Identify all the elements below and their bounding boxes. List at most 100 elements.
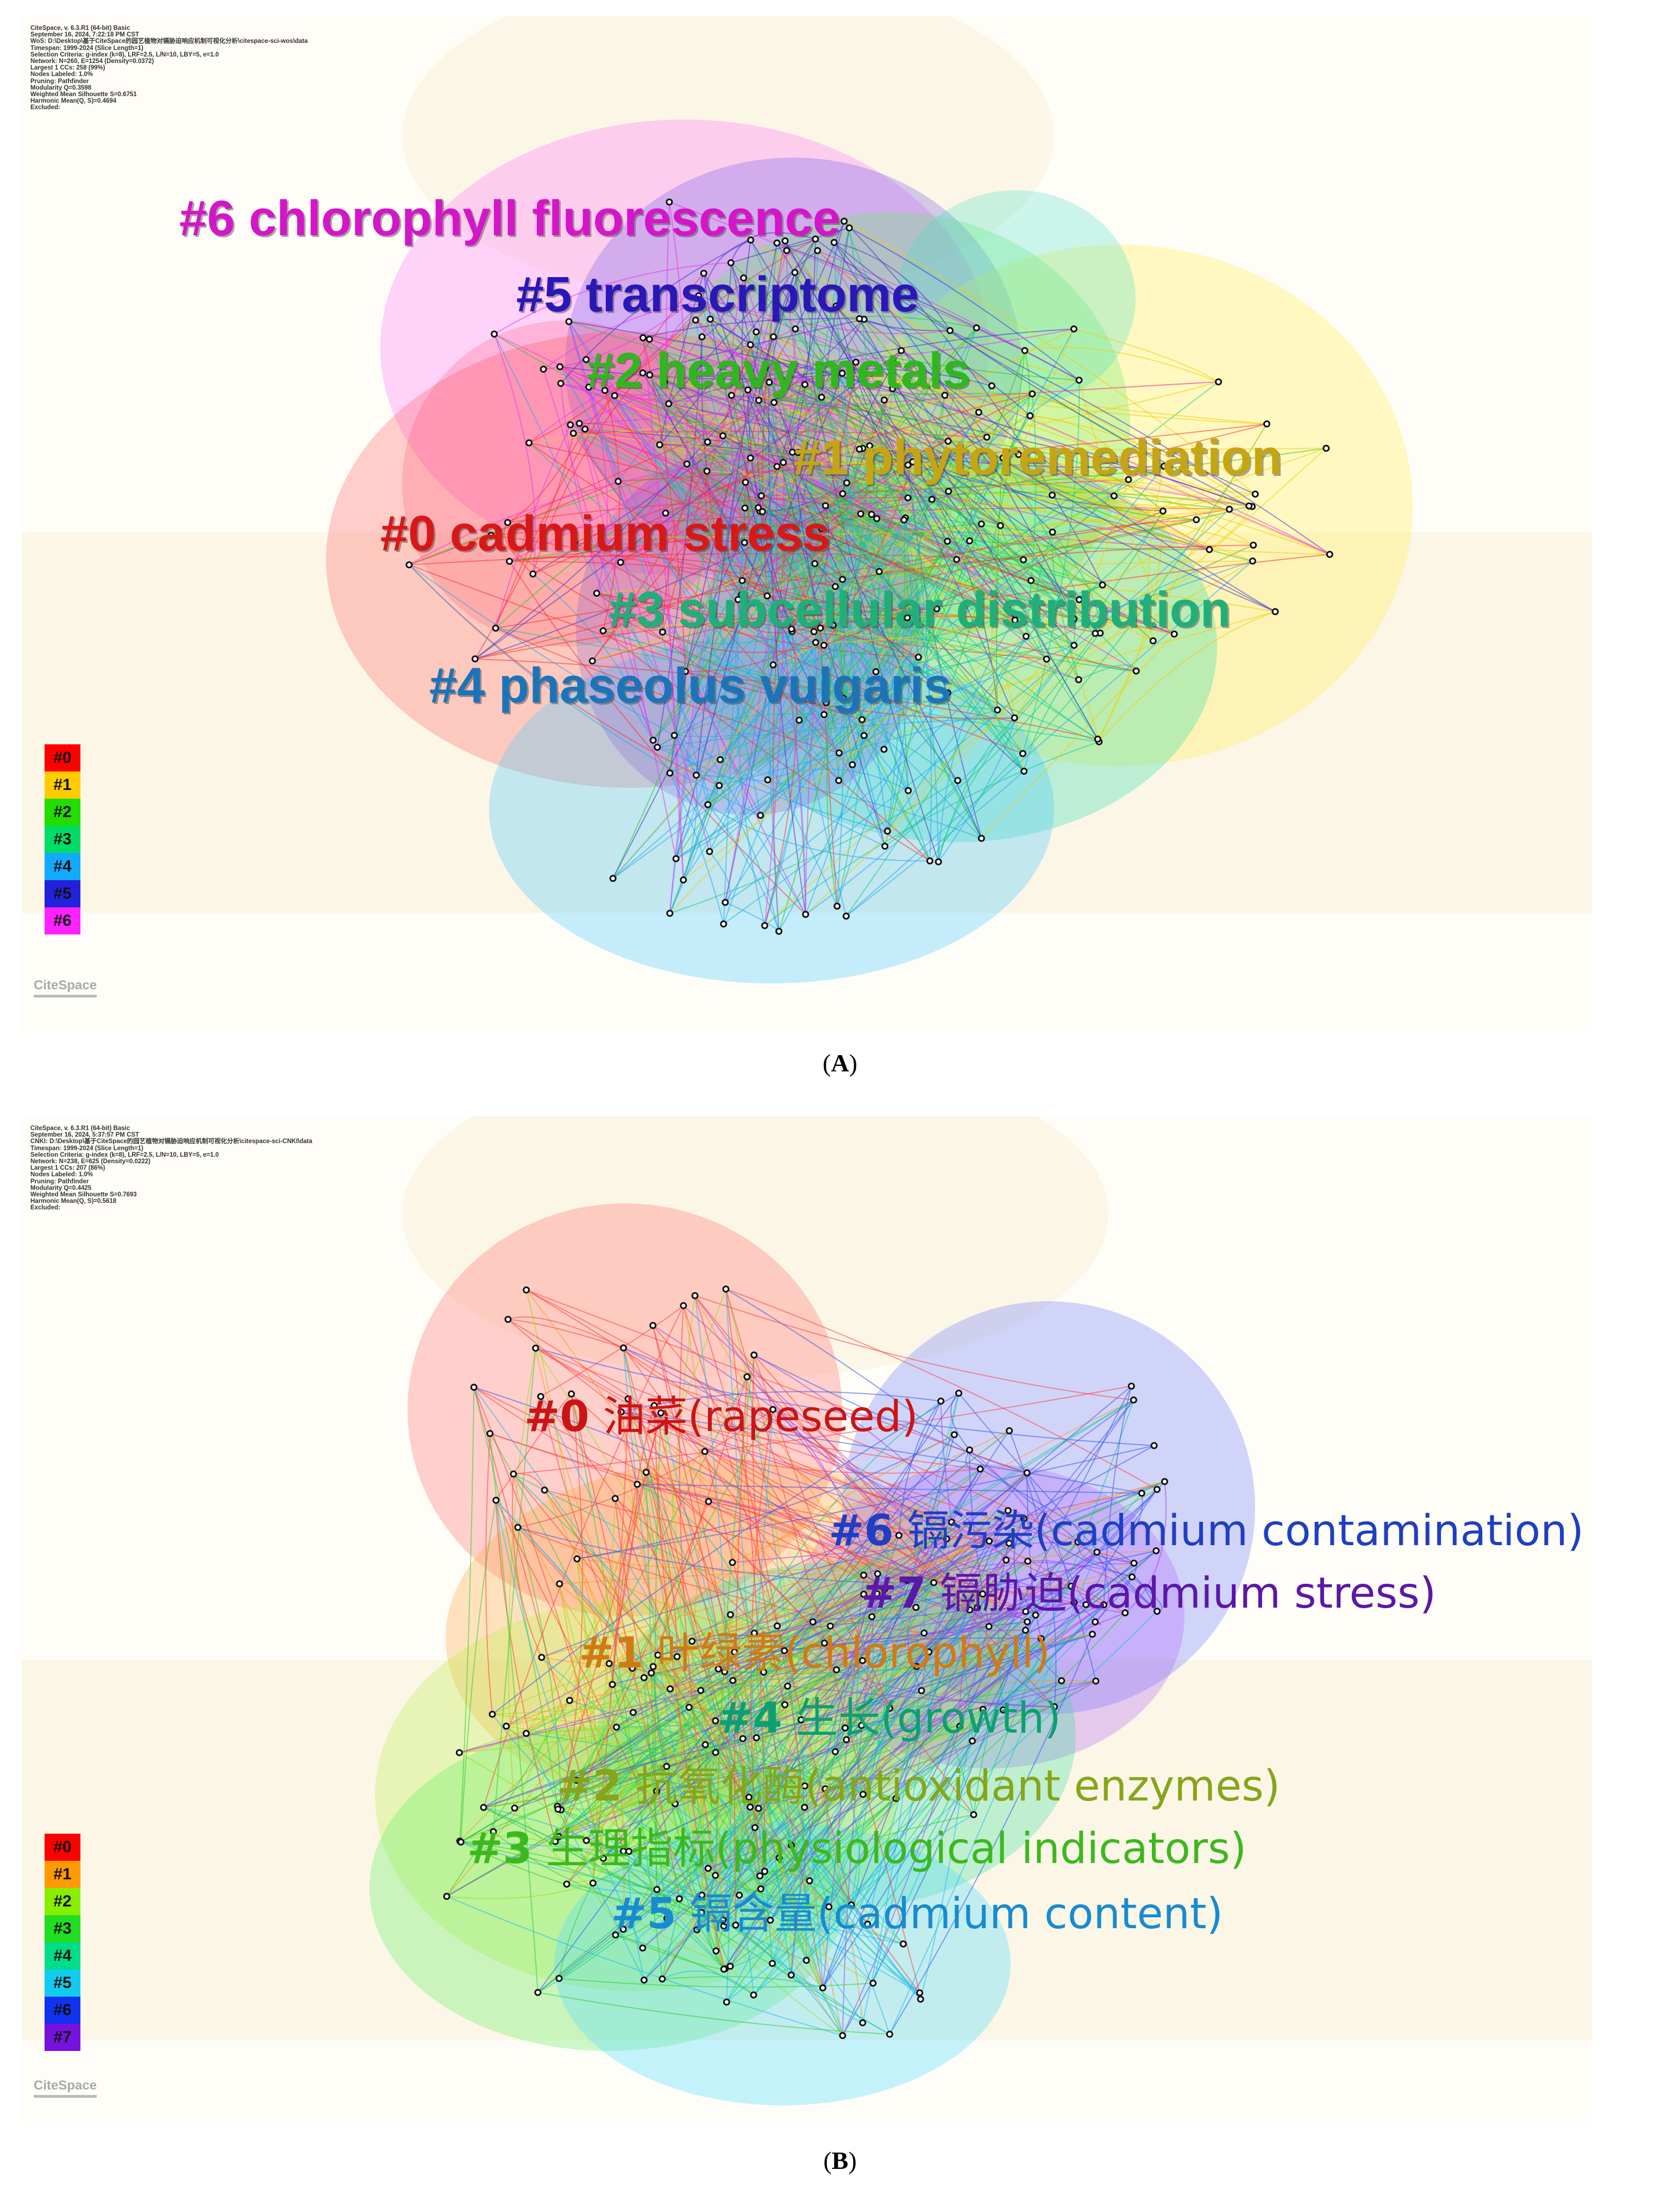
network-edge — [907, 614, 1016, 631]
network-node — [504, 1315, 512, 1323]
network-node — [1110, 492, 1118, 500]
network-edge — [705, 1744, 824, 1989]
network-node — [732, 1921, 739, 1929]
network-node — [1206, 546, 1213, 554]
logo-text: CiteSpace — [34, 2078, 97, 2093]
network-node — [835, 777, 843, 785]
network-node — [488, 1710, 496, 1718]
network-node — [611, 392, 618, 399]
network-node — [692, 771, 700, 779]
network-node — [860, 1571, 868, 1579]
network-edge — [532, 372, 643, 574]
network-node — [886, 2030, 893, 2038]
network-edge — [566, 1535, 900, 1885]
network-node — [470, 1383, 478, 1391]
network-edge — [596, 593, 931, 862]
network-edge — [816, 619, 1015, 643]
network-node — [523, 1286, 530, 1294]
network-node — [950, 1431, 958, 1439]
network-node — [538, 1654, 546, 1661]
network-edge — [529, 390, 605, 443]
network-node — [747, 236, 755, 244]
network-edge — [700, 1745, 706, 1896]
network-node — [898, 347, 905, 354]
network-edge — [537, 1992, 890, 2035]
network-node — [719, 1916, 727, 1924]
network-node — [818, 525, 826, 532]
watermark-blob — [402, 1116, 1108, 1377]
network-edge — [723, 1920, 890, 2035]
network-node — [760, 1668, 767, 1676]
network-node — [504, 519, 511, 526]
network-edge — [718, 642, 817, 786]
network-node — [1075, 377, 1083, 384]
network-edge — [662, 631, 824, 653]
network-edge — [493, 334, 536, 574]
network-edge — [773, 642, 816, 666]
network-node — [802, 911, 810, 918]
network-node — [831, 583, 839, 591]
network-edge — [612, 457, 944, 879]
network-node — [977, 835, 985, 842]
network-edge — [612, 1405, 655, 1685]
network-edge — [869, 445, 1230, 510]
network-node — [1152, 1547, 1160, 1554]
network-node — [1037, 1635, 1045, 1642]
network-node — [773, 1622, 781, 1630]
network-node — [443, 1892, 450, 1900]
network-node — [904, 614, 911, 622]
network-edge — [603, 630, 1099, 743]
network-node — [624, 1395, 632, 1403]
network-node — [886, 1704, 893, 1712]
cluster-hull-6 — [842, 1301, 1255, 1714]
network-node — [706, 315, 714, 323]
network-edge — [742, 1666, 917, 1739]
network-edge — [544, 1489, 1075, 1603]
network-node — [534, 1989, 542, 1996]
network-edge — [810, 228, 850, 632]
network-node — [917, 1996, 924, 2003]
network-node — [723, 1998, 730, 2006]
network-node — [615, 478, 622, 485]
cluster-number: #0 — [524, 1392, 590, 1441]
network-node — [612, 1931, 619, 1939]
network-edge — [559, 1978, 873, 1988]
network-edge — [981, 633, 1175, 839]
network-node — [471, 655, 479, 663]
network-node — [758, 508, 766, 516]
network-edge — [719, 709, 998, 786]
network-edge — [725, 1289, 773, 1964]
network-node — [1326, 550, 1333, 558]
cluster-zh: 生理指标 — [546, 1824, 716, 1873]
network-edge — [753, 1740, 973, 1996]
network-metadata: CiteSpace, v. 6.3.R1 (64-bit) Basic Sept… — [30, 1125, 312, 1212]
network-node — [856, 315, 863, 323]
network-edge — [745, 482, 1025, 772]
network-edge — [540, 1305, 684, 1397]
network-edge — [892, 388, 949, 442]
cluster-label-0: #0 cadmium stress — [380, 506, 831, 561]
network-node — [1024, 1618, 1031, 1626]
network-node — [801, 381, 808, 388]
legend-swatch: #1 — [45, 1861, 80, 1888]
network-node — [639, 369, 647, 377]
network-node — [744, 386, 751, 394]
meta-line: September 16, 2024, 7:22:18 PM CST — [30, 32, 140, 39]
network-node — [619, 1925, 627, 1933]
network-node — [1074, 1538, 1082, 1546]
network-node — [657, 1409, 665, 1417]
network-node — [726, 1611, 734, 1619]
network-edge — [623, 1347, 773, 1410]
network-edge — [846, 399, 885, 484]
cluster-label-3: #3 生理指标(physiological indicators) — [467, 1815, 1246, 1875]
network-node — [1130, 1396, 1137, 1404]
network-node — [593, 589, 600, 597]
network-node — [1121, 1609, 1129, 1617]
cluster-en: (physiological indicators) — [715, 1824, 1247, 1873]
network-edge — [710, 318, 1276, 612]
network-edge — [723, 1550, 1157, 1921]
network-node — [912, 1603, 920, 1611]
network-node — [688, 1638, 696, 1645]
logo-bar — [34, 2095, 97, 2098]
network-edge — [568, 321, 893, 390]
